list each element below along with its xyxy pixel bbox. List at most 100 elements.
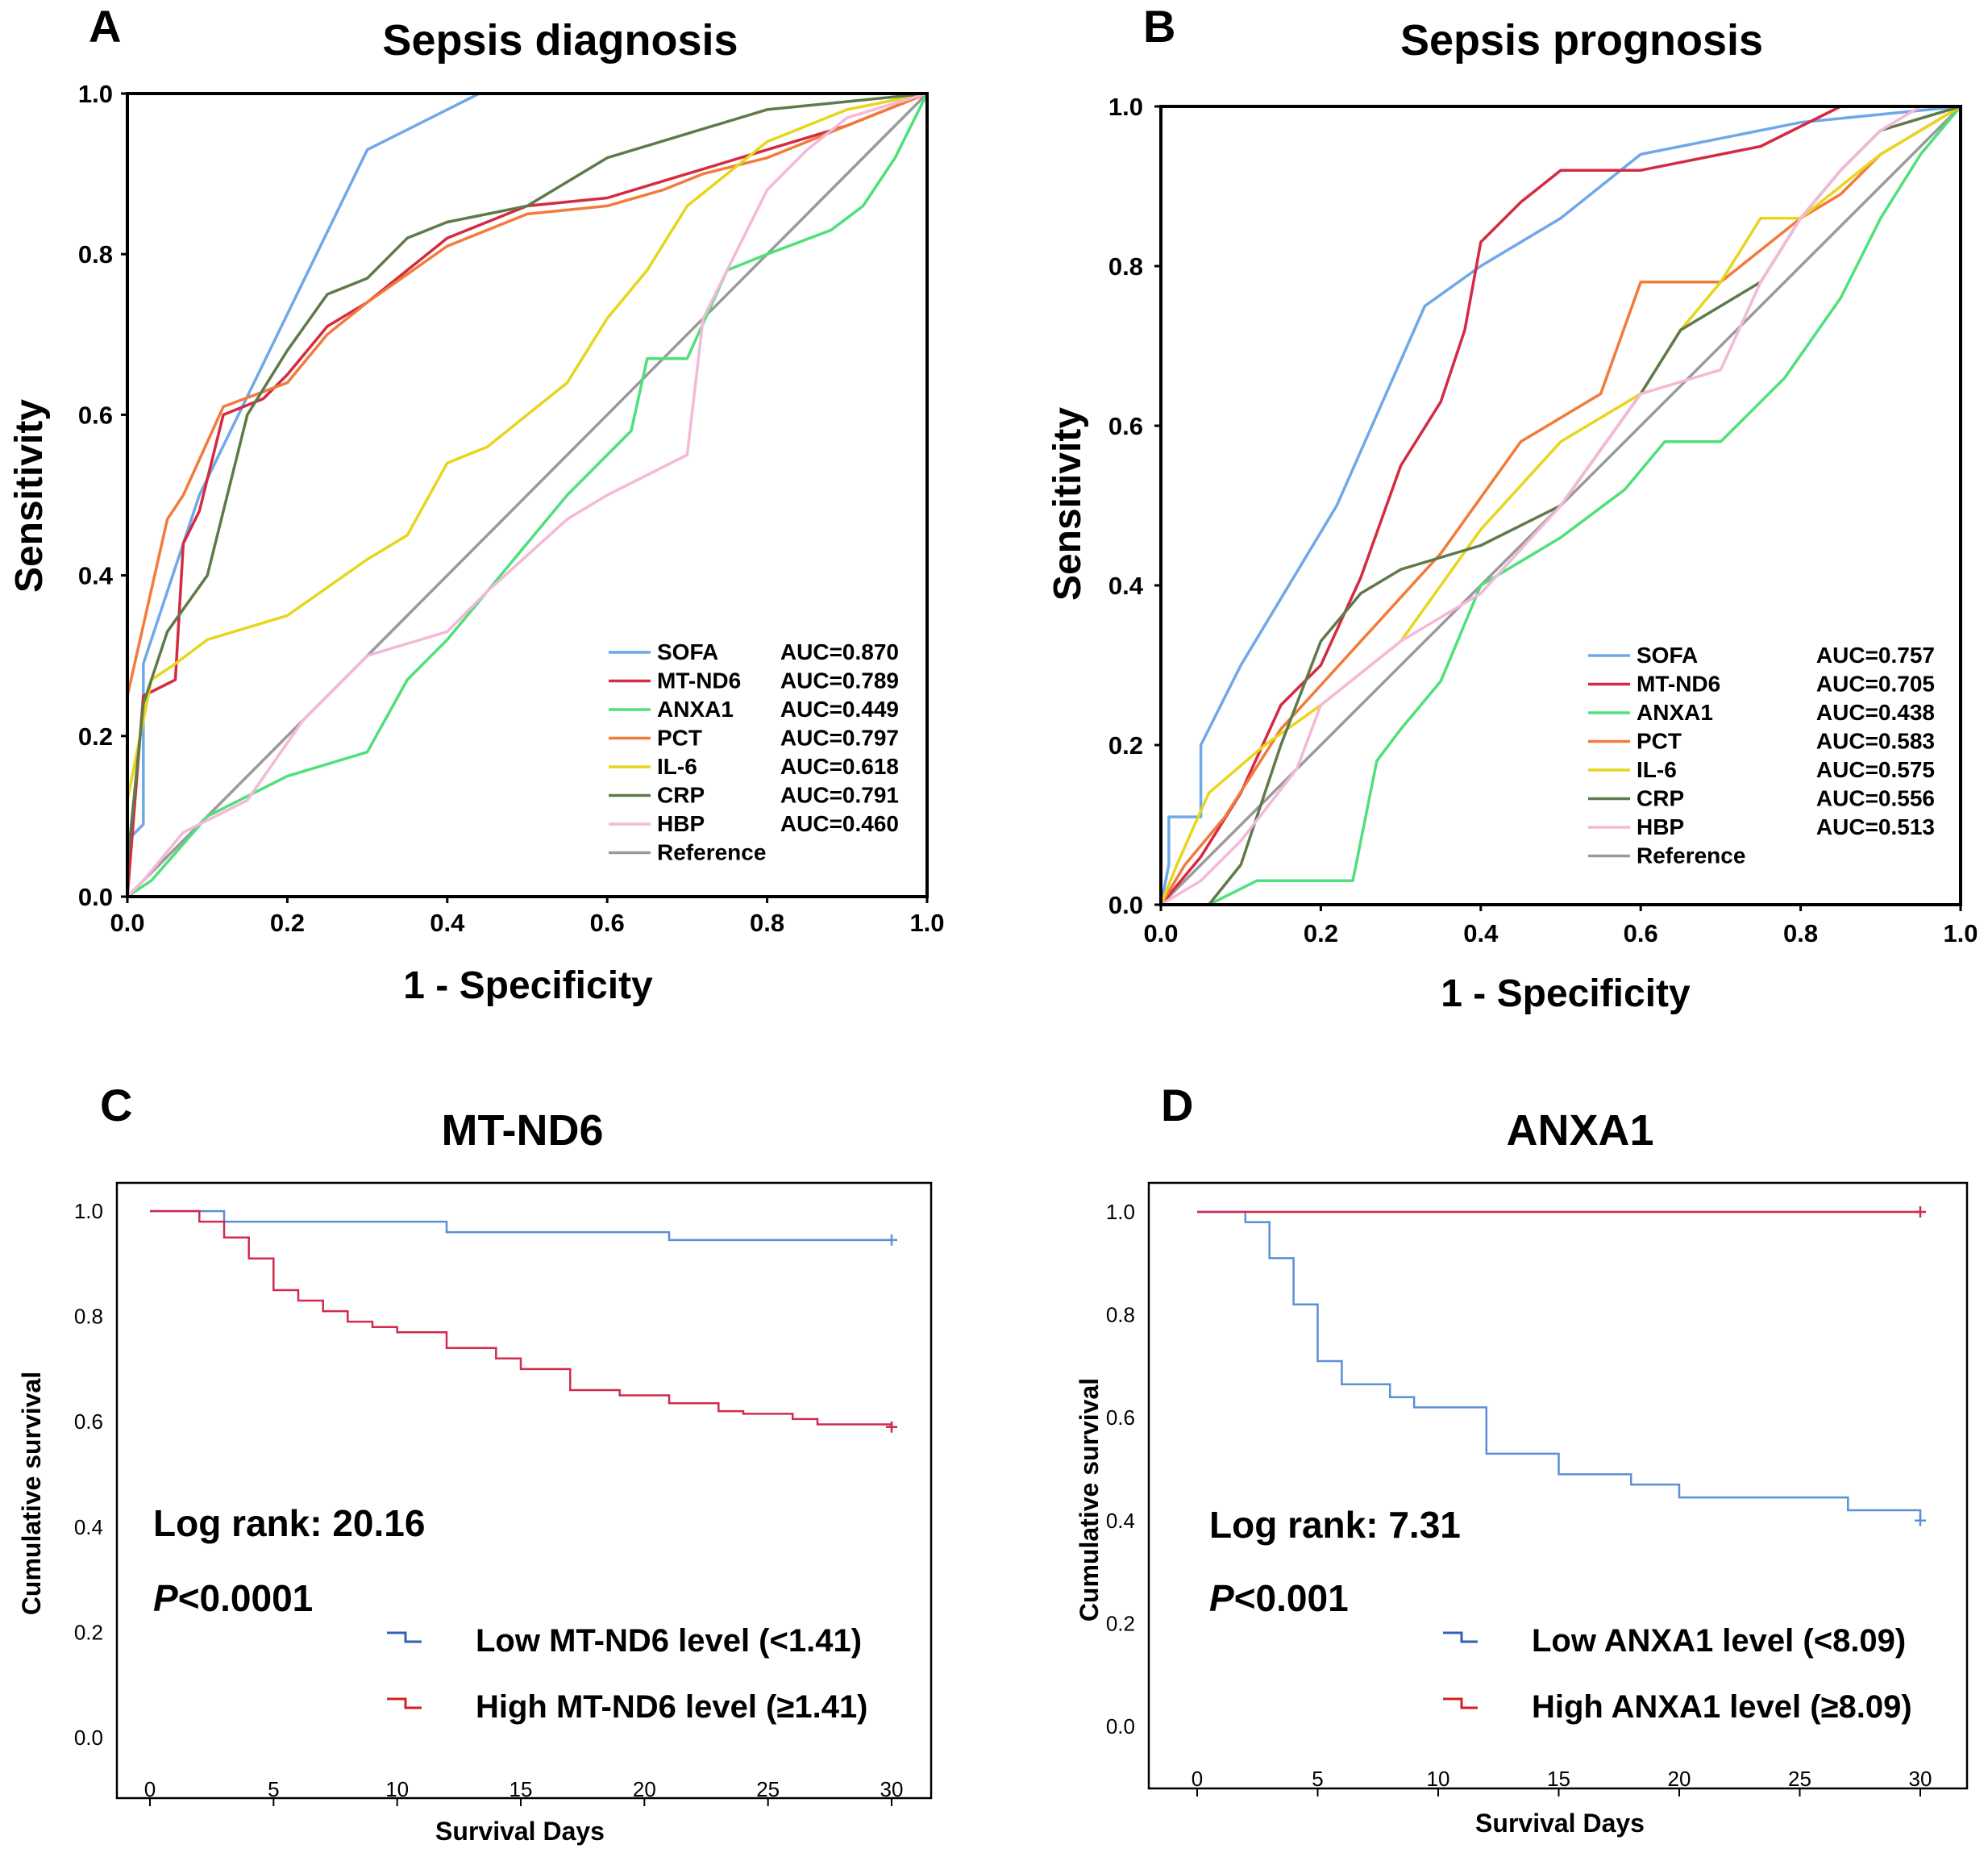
panel-b-y-tick-label: 0.8 <box>1108 252 1143 281</box>
panel-c-y-tick-label: 0.2 <box>74 1620 103 1644</box>
panel-a-legend-label: PCT <box>657 726 702 751</box>
panel-c-x-tick-label: 5 <box>268 1777 279 1801</box>
panel-d-y-tick-label: 0.4 <box>1106 1509 1135 1533</box>
panel-a-x-tick-label: 0.8 <box>750 909 784 937</box>
panel-d-y-tick-label: 0.8 <box>1106 1303 1135 1327</box>
panel-b-plot-area: 0.00.0 0.2 0.2 0.4 0.4 0.6 0.6 0.8 0.8 1.0 1.0 SOFA… <box>1108 93 1978 947</box>
panel-b-x-tick-label: 0.4 <box>1463 919 1499 947</box>
panel-d-x-tick-label: 25 <box>1788 1767 1811 1791</box>
panel-b-x-tick-label: 0.6 <box>1624 919 1658 947</box>
panel-a-letter: A <box>89 1 121 52</box>
panel-a-curve-il6 <box>126 92 928 897</box>
panel-c-km-curve-low <box>150 1209 892 1242</box>
panel-b-legend-auc: AUC=0.575 <box>1816 757 1935 782</box>
panel-c-x-axis-title: Survival Days <box>435 1817 605 1846</box>
panel-b-letter: B <box>1143 1 1175 52</box>
panel-a-legend-label: MT-ND6 <box>657 668 741 693</box>
panel-b-x-tick-label: 0.0 <box>1143 919 1178 947</box>
panel-d-y-axis-title: Cumulative survival <box>1075 1378 1104 1622</box>
panel-b-legend-label: ANXA1 <box>1637 700 1713 725</box>
panel-d-p-symbol: P <box>1209 1577 1234 1619</box>
panel-b-curve-pct <box>1159 105 1961 906</box>
panel-b-legend-label: PCT <box>1637 729 1682 754</box>
panel-c-pvalue: P<0.0001 <box>153 1577 313 1619</box>
panel-a-curve-anxa1 <box>127 93 929 898</box>
panel-a-y-tick-label: 0.8 <box>78 240 113 269</box>
panel-a-legend-label: HBP <box>657 811 705 836</box>
panel-c-x-tick-label: 30 <box>880 1777 904 1801</box>
panel-b-legend-auc: AUC=0.705 <box>1816 672 1935 697</box>
panel-a-x-tick-label: 0.4 <box>430 909 465 937</box>
panel-c-y-axis-title: Cumulative survival <box>17 1372 46 1615</box>
panel-b-x-tick-label: 1.0 <box>1943 919 1978 947</box>
panel-b-title: Sepsis prognosis <box>1400 16 1763 65</box>
panel-b-legend-auc: AUC=0.513 <box>1816 814 1935 839</box>
panel-a-legend-auc: AUC=0.449 <box>780 697 899 722</box>
panel-a-legend-auc: AUC=0.460 <box>780 811 899 836</box>
panel-c-censor-mark-low <box>886 1234 897 1246</box>
panel-d-pvalue: P<0.001 <box>1209 1577 1349 1619</box>
panel-d-y-tick-label: 0.6 <box>1106 1405 1135 1430</box>
panel-c-x-tick-label: 0 <box>144 1777 156 1801</box>
panel-b-legend-auc: AUC=0.757 <box>1816 643 1935 668</box>
panel-a-legend-label: IL-6 <box>657 754 697 779</box>
panel-d-logrank: Log rank: 7.31 <box>1209 1504 1461 1546</box>
panel-d-y-tick-label: 0.2 <box>1106 1611 1135 1635</box>
panel-a-curve-hbp <box>126 92 928 898</box>
panel-a-x-tick-label: 0.2 <box>270 909 305 937</box>
panel-b-legend-label: SOFA <box>1637 643 1698 668</box>
panel-b-roc-prognosis: B Sepsis prognosis 1 - Specificity Sensi… <box>1046 1 1978 1015</box>
panel-a-x-axis-title: 1 - Specificity <box>403 964 653 1007</box>
panel-c-legend-label-low: Low MT-ND6 level (<1.41) <box>476 1623 862 1659</box>
panel-b-y-tick-label: 0.6 <box>1108 412 1143 440</box>
panel-d-x-tick-label: 0 <box>1192 1767 1203 1791</box>
panel-d-legend-swatch-low <box>1443 1631 1478 1643</box>
panel-a-plot-area: 0.00.0 0.2 0.2 0.4 0.4 0.6 0.6 0.8 0.8 1.0 1.0 SOFA… <box>78 80 945 937</box>
panel-d-x-tick-label: 10 <box>1427 1767 1450 1791</box>
panel-a-legend-label: CRP <box>657 783 705 808</box>
panel-d-censor-mark-high <box>1915 1206 1926 1218</box>
panel-b-y-tick-label: 0.4 <box>1108 572 1144 600</box>
panel-c-letter: C <box>100 1080 132 1130</box>
panel-b-y-tick-label: 1.0 <box>1108 93 1143 121</box>
panel-b-curve-anxa1 <box>1161 105 1962 906</box>
panel-b-plot-frame <box>1159 105 1962 906</box>
panel-b-legend-auc: AUC=0.556 <box>1816 786 1935 811</box>
panel-a-curve-crp <box>126 92 928 897</box>
panel-a-curve-mtnd6 <box>126 92 928 897</box>
panel-d-y-tick-label: 1.0 <box>1106 1200 1135 1224</box>
panel-b-x-axis-title: 1 - Specificity <box>1441 972 1691 1015</box>
panel-d-legend-swatch-high <box>1443 1697 1478 1709</box>
panel-b-legend-label: MT-ND6 <box>1637 672 1720 697</box>
panel-a-x-tick-label: 0.0 <box>110 909 144 937</box>
panel-a-roc-diagnosis: A Sepsis diagnosis 1 - Specificity Sensi… <box>8 1 945 1007</box>
panel-a-plot-frame <box>126 92 929 898</box>
panel-c-y-tick-label: 0.0 <box>74 1726 103 1750</box>
panel-a-legend-label: Reference <box>657 840 766 865</box>
panel-b-y-tick-label: 0.2 <box>1108 731 1143 760</box>
panel-a-curve-reference <box>126 92 929 898</box>
panel-a-legend-label: SOFA <box>657 639 718 664</box>
panel-a-y-tick-label: 0.2 <box>78 722 113 751</box>
panel-b-curve-sofa <box>1159 105 1961 906</box>
panel-d-legend-label-low: Low ANXA1 level (<8.09) <box>1532 1623 1906 1659</box>
panel-b-legend-label: Reference <box>1637 843 1745 868</box>
panel-b-legend-auc: AUC=0.583 <box>1816 729 1935 754</box>
panel-b-y-axis-title: Sensitivity <box>1046 407 1089 601</box>
panel-d-censor-mark-low <box>1915 1514 1926 1526</box>
panel-d-x-tick-label: 5 <box>1312 1767 1323 1791</box>
panel-d-km-curve-low <box>1197 1210 1922 1521</box>
panel-b-x-tick-label: 0.2 <box>1304 919 1338 947</box>
panel-d-title: ANXA1 <box>1506 1106 1653 1155</box>
panel-c-x-tick-label: 20 <box>633 1777 656 1801</box>
panel-c-y-tick-label: 1.0 <box>74 1199 103 1223</box>
panel-c-x-tick-label: 10 <box>385 1777 409 1801</box>
panel-c-legend-swatch-high <box>387 1697 422 1709</box>
panel-c-x-tick-label: 15 <box>509 1777 533 1801</box>
panel-c-plot-frame <box>115 1181 933 1800</box>
panel-a-y-tick-label: 0.4 <box>78 562 114 590</box>
panel-d-x-tick-label: 30 <box>1909 1767 1932 1791</box>
panel-a-y-tick-label: 0.6 <box>78 401 113 429</box>
panel-a-legend-auc: AUC=0.791 <box>780 783 899 808</box>
